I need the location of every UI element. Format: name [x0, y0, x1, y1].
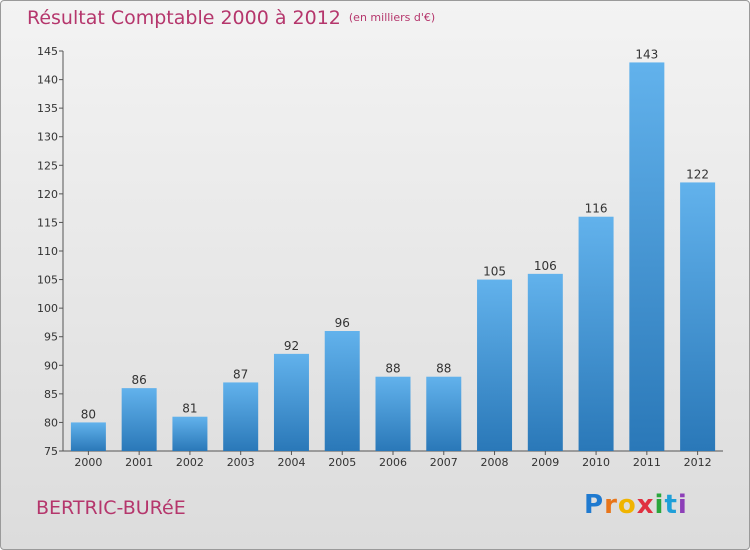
bar	[578, 216, 614, 451]
commune-name: BERTRIC-BURéE	[36, 497, 186, 519]
bar	[477, 279, 513, 451]
y-tick-label: 110	[37, 245, 58, 258]
y-tick-label: 140	[37, 74, 58, 87]
x-tick-label: 2012	[684, 456, 712, 469]
bar-value-label: 86	[132, 373, 147, 387]
bar-value-label: 122	[686, 167, 709, 181]
bar-value-label: 96	[335, 316, 350, 330]
x-tick-label: 2011	[633, 456, 661, 469]
y-tick-label: 75	[44, 445, 58, 458]
logo-letter: P	[584, 490, 605, 520]
chart-title-text: Résultat Comptable 2000 à 2012	[27, 7, 341, 29]
bar	[324, 331, 360, 451]
bar-value-label: 116	[585, 202, 608, 216]
y-tick-label: 90	[44, 359, 58, 372]
bar-value-label: 143	[635, 47, 658, 61]
bar	[426, 376, 462, 451]
logo-letter: r	[604, 490, 618, 520]
proxiti-logo: Proxiti	[584, 490, 688, 520]
y-tick-label: 105	[37, 274, 58, 287]
x-tick-label: 2003	[227, 456, 255, 469]
x-tick-label: 2000	[74, 456, 102, 469]
x-tick-label: 2004	[277, 456, 305, 469]
chart-labels: 80 86 81 87 92 96 88 88 105 106 116 143 122	[81, 47, 709, 421]
logo-letter: o	[617, 490, 637, 520]
x-tick-label: 2010	[582, 456, 610, 469]
y-tick-label: 100	[37, 302, 58, 315]
bar-value-label: 87	[233, 367, 248, 381]
y-tick-label: 95	[44, 331, 58, 344]
bar-value-label: 88	[385, 362, 400, 376]
bar	[223, 382, 259, 451]
chart-bars	[70, 62, 716, 452]
logo-letter: i	[654, 490, 665, 520]
y-tick-label: 145	[37, 45, 58, 58]
x-tick-label: 2005	[328, 456, 356, 469]
bar	[629, 62, 665, 452]
y-tick-label: 115	[37, 216, 58, 229]
y-tick-label: 120	[37, 188, 58, 201]
bar	[172, 416, 208, 451]
y-tick-label: 135	[37, 102, 58, 115]
bar	[70, 422, 106, 451]
chart-title: Résultat Comptable 2000 à 2012 (en millie…	[27, 7, 435, 29]
y-tick-label: 130	[37, 131, 58, 144]
bar-value-label: 81	[182, 402, 197, 416]
x-tick-label: 2006	[379, 456, 407, 469]
bar	[375, 376, 411, 451]
y-tick-label: 125	[37, 159, 58, 172]
logo-letter: x	[636, 490, 655, 520]
bar	[121, 388, 157, 451]
x-tick-label: 2007	[430, 456, 458, 469]
logo-letter: t	[664, 490, 678, 520]
x-tick-label: 2002	[176, 456, 204, 469]
bar	[527, 273, 563, 451]
y-tick-label: 85	[44, 388, 58, 401]
bar-value-label: 106	[534, 259, 557, 273]
bar-value-label: 80	[81, 407, 96, 421]
chart-unit: (en milliers d'€)	[348, 11, 436, 24]
x-tick-label: 2001	[125, 456, 153, 469]
bar	[680, 182, 716, 451]
bar-value-label: 92	[284, 339, 299, 353]
bar-value-label: 88	[436, 362, 451, 376]
logo-letter: i	[677, 490, 688, 520]
y-tick-label: 80	[44, 416, 58, 429]
bar	[273, 353, 309, 451]
x-tick-label: 2008	[481, 456, 509, 469]
x-tick-label: 2009	[531, 456, 559, 469]
bar-value-label: 105	[483, 265, 506, 279]
